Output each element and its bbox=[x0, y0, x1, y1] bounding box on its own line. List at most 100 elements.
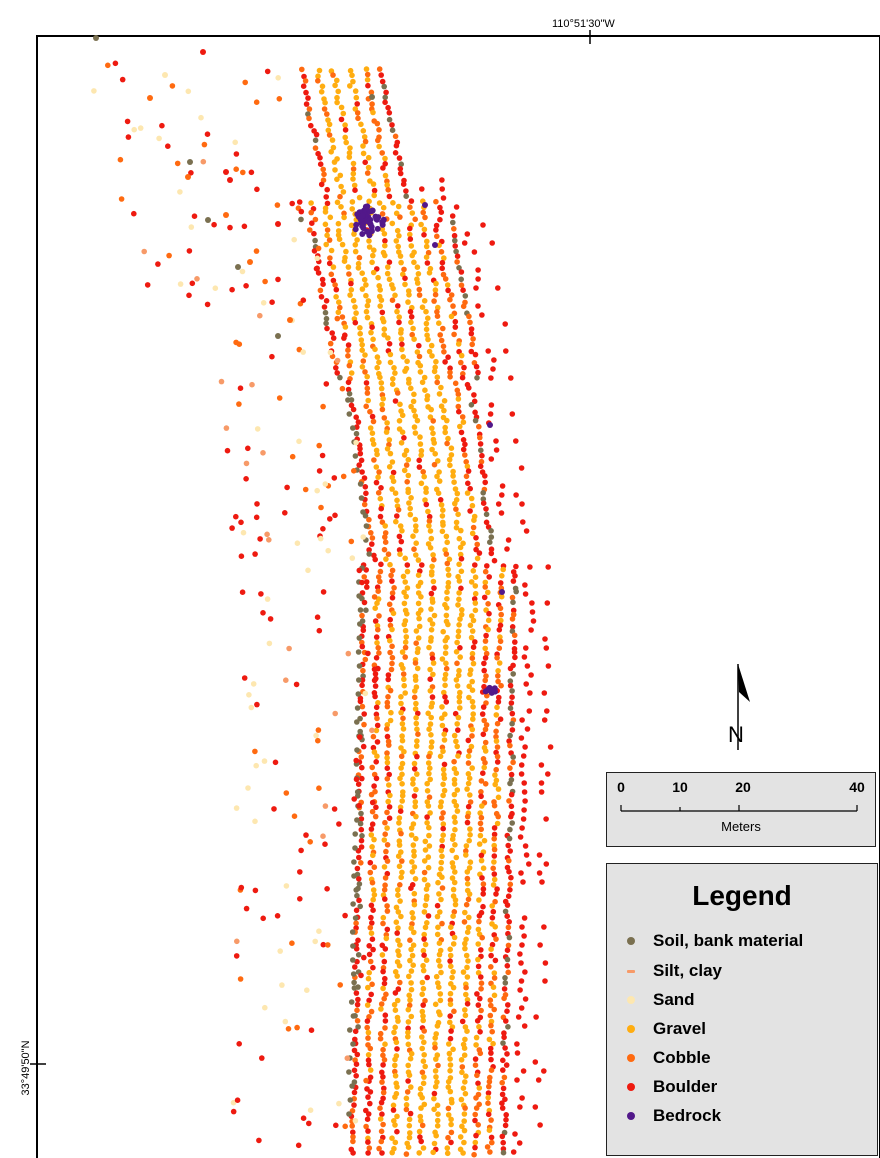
survey-point-970 bbox=[497, 634, 503, 640]
survey-point-19 bbox=[319, 83, 326, 90]
survey-point-115 bbox=[337, 172, 344, 179]
survey-point-801 bbox=[458, 556, 465, 562]
survey-point-849 bbox=[482, 579, 489, 586]
survey-point-2230 bbox=[538, 789, 545, 795]
survey-point-923 bbox=[510, 611, 517, 618]
survey-point-1029 bbox=[481, 660, 487, 667]
survey-point-1309 bbox=[368, 791, 375, 798]
survey-point-1658 bbox=[379, 952, 386, 958]
survey-point-1350 bbox=[440, 810, 446, 816]
survey-point-1807 bbox=[447, 1019, 453, 1026]
survey-point-2139 bbox=[350, 943, 356, 949]
survey-point-2033 bbox=[419, 1122, 426, 1129]
survey-point-1281 bbox=[478, 778, 485, 784]
survey-point-2190 bbox=[498, 510, 505, 516]
survey-point-1124 bbox=[470, 704, 476, 710]
survey-point-969 bbox=[483, 632, 489, 639]
survey-point-1361 bbox=[424, 814, 430, 820]
survey-point-1696 bbox=[408, 968, 415, 974]
survey-point-753 bbox=[413, 527, 419, 534]
survey-point-2128 bbox=[354, 789, 361, 795]
scale-bar: 0 10 20 40 Meters bbox=[606, 772, 876, 847]
survey-point-531 bbox=[436, 391, 443, 397]
survey-point-1601 bbox=[422, 924, 429, 931]
survey-point-2030 bbox=[380, 1121, 386, 1128]
survey-point-1909 bbox=[367, 1067, 374, 1073]
scale-tick-40: 40 bbox=[849, 779, 865, 795]
survey-point-657 bbox=[450, 468, 456, 475]
survey-point-1979 bbox=[502, 1096, 508, 1103]
survey-point-2044 bbox=[407, 1130, 413, 1136]
survey-point-698 bbox=[394, 497, 400, 504]
survey-point-1793 bbox=[420, 1013, 426, 1019]
survey-point-671 bbox=[390, 478, 397, 485]
survey-point-670 bbox=[373, 479, 380, 486]
survey-point-694 bbox=[464, 490, 471, 496]
survey-point-2283 bbox=[344, 1055, 351, 1061]
survey-point-887 bbox=[509, 594, 516, 601]
survey-point-1730 bbox=[380, 985, 386, 992]
survey-point-185 bbox=[412, 216, 419, 223]
survey-point-2466 bbox=[373, 675, 379, 682]
survey-point-2031 bbox=[392, 1122, 398, 1128]
survey-point-1040 bbox=[467, 667, 474, 673]
survey-point-2430 bbox=[308, 1027, 315, 1033]
survey-point-769 bbox=[382, 539, 389, 545]
survey-point-626 bbox=[387, 450, 394, 457]
survey-point-1573 bbox=[368, 914, 374, 921]
survey-point-950 bbox=[389, 626, 395, 633]
survey-point-215 bbox=[381, 231, 388, 237]
survey-point-1078 bbox=[498, 682, 504, 689]
survey-point-1834 bbox=[489, 1028, 496, 1035]
survey-point-2162 bbox=[471, 249, 478, 255]
survey-point-429 bbox=[470, 336, 476, 342]
survey-point-317 bbox=[433, 280, 439, 287]
legend-label: Gravel bbox=[653, 1019, 706, 1038]
survey-point-1765 bbox=[364, 1002, 371, 1008]
survey-point-883 bbox=[456, 596, 462, 603]
survey-point-1304 bbox=[464, 786, 470, 792]
survey-point-437 bbox=[428, 342, 435, 349]
survey-point-2404 bbox=[334, 357, 341, 364]
survey-point-2041 bbox=[365, 1128, 371, 1134]
survey-point-1234 bbox=[494, 753, 501, 760]
survey-point-1412 bbox=[466, 837, 473, 844]
survey-point-1419 bbox=[396, 842, 403, 848]
survey-point-2363 bbox=[314, 614, 321, 620]
survey-point-1715 bbox=[502, 975, 508, 981]
survey-point-2036 bbox=[459, 1123, 465, 1130]
survey-point-331 bbox=[318, 294, 325, 300]
survey-point-892 bbox=[415, 600, 422, 607]
survey-point-1546 bbox=[492, 898, 498, 905]
survey-point-407 bbox=[468, 326, 475, 332]
survey-point-1270 bbox=[492, 772, 498, 778]
survey-point-825 bbox=[482, 568, 489, 575]
survey-point-354 bbox=[337, 304, 343, 311]
survey-point-372 bbox=[434, 309, 440, 315]
survey-point-785 bbox=[488, 546, 495, 552]
survey-point-1752 bbox=[355, 996, 361, 1003]
survey-point-1427 bbox=[505, 842, 512, 849]
survey-point-1987 bbox=[449, 1099, 455, 1106]
survey-point-96 bbox=[317, 155, 323, 161]
survey-point-163 bbox=[407, 204, 413, 210]
survey-point-298 bbox=[319, 276, 326, 283]
survey-point-2183 bbox=[488, 456, 495, 462]
survey-point-1749 bbox=[474, 991, 480, 997]
survey-point-1674 bbox=[435, 957, 442, 964]
survey-point-1063 bbox=[453, 677, 460, 683]
survey-point-1544 bbox=[465, 896, 472, 903]
survey-point-2210 bbox=[528, 672, 534, 678]
survey-point-1649 bbox=[420, 947, 427, 954]
survey-point-1391 bbox=[507, 826, 513, 833]
survey-point-1778 bbox=[378, 1006, 384, 1012]
survey-point-2206 bbox=[543, 645, 550, 651]
survey-point-1732 bbox=[408, 986, 415, 993]
survey-point-1556 bbox=[463, 901, 470, 908]
survey-point-1225 bbox=[374, 753, 380, 759]
survey-point-1720 bbox=[408, 980, 414, 986]
survey-point-252 bbox=[438, 249, 445, 255]
survey-point-369 bbox=[394, 308, 400, 315]
survey-point-661 bbox=[375, 474, 381, 481]
